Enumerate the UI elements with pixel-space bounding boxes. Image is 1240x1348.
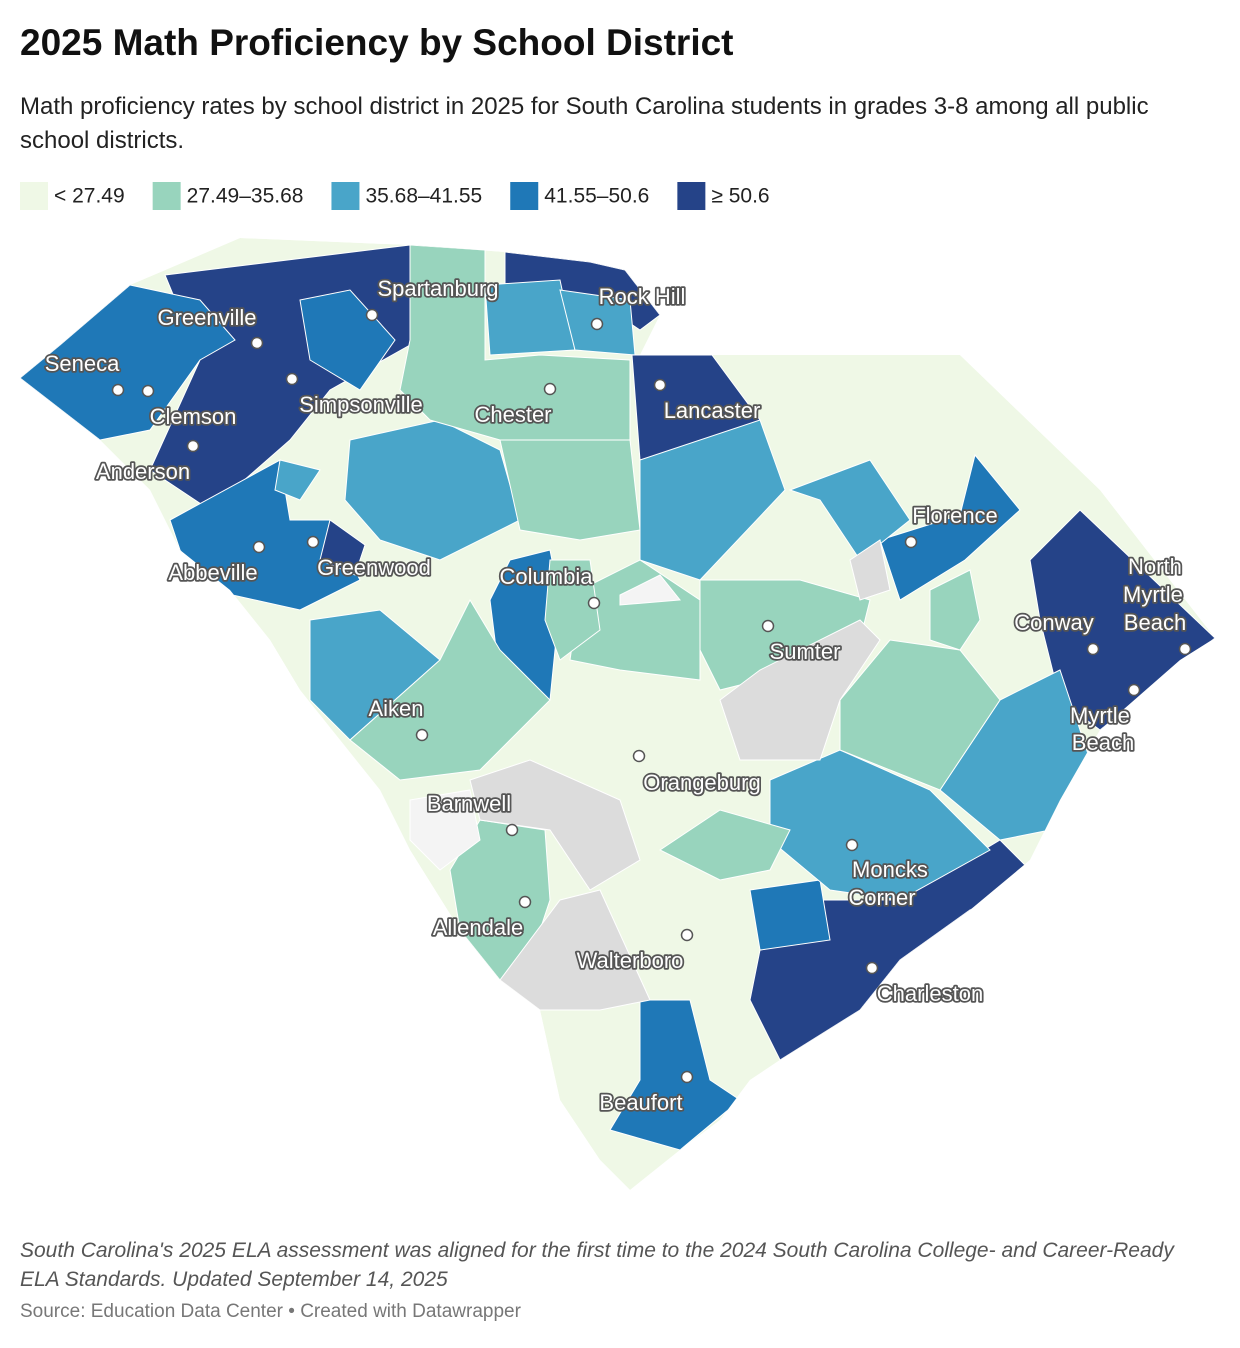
city-label-line: Myrtle bbox=[1123, 582, 1189, 607]
legend-swatch bbox=[510, 182, 539, 210]
district bbox=[749, 879, 831, 951]
district bbox=[719, 619, 881, 761]
city-label: Myrtle Beach bbox=[1070, 703, 1136, 755]
map: < 27.49 27.49–35.68 35.68–41.55 41.55–50.6 ≥… bbox=[20, 182, 1215, 1190]
city-dot bbox=[632, 749, 646, 763]
city-label: Sumter bbox=[770, 639, 841, 664]
city-label: Seneca bbox=[45, 351, 120, 376]
districts bbox=[20, 238, 1215, 1190]
legend-label: ≥ 50.6 bbox=[711, 185, 769, 208]
district bbox=[619, 574, 681, 606]
city-dot bbox=[252, 540, 266, 554]
city-label: Lancaster bbox=[664, 398, 761, 423]
city-label-line: North bbox=[1128, 554, 1188, 579]
city-dot bbox=[1127, 683, 1141, 697]
legend-label: 27.49–35.68 bbox=[187, 185, 304, 208]
district bbox=[849, 539, 891, 601]
district bbox=[349, 598, 551, 781]
footnote: South Carolina's 2025 ELA assessment was… bbox=[20, 1239, 1174, 1291]
city-label: Columbia bbox=[500, 564, 594, 589]
city-dot bbox=[865, 961, 879, 975]
legend-swatch bbox=[677, 182, 706, 210]
district bbox=[609, 999, 741, 1151]
city-label-line: Corner bbox=[848, 885, 915, 910]
city-label: Aiken bbox=[368, 696, 423, 721]
city-label: Beaufort bbox=[599, 1090, 682, 1115]
city-dot bbox=[1086, 642, 1100, 656]
city-label: Charleston bbox=[877, 981, 983, 1006]
district bbox=[499, 439, 641, 541]
city-label-line: Moncks bbox=[852, 857, 934, 882]
city-dot bbox=[587, 596, 601, 610]
state-base bbox=[20, 238, 1215, 1190]
cities: Spartanburg Rock Hill Greenville Seneca Clem… bbox=[43, 274, 1192, 1117]
city-dot bbox=[111, 383, 125, 397]
city-dot bbox=[518, 895, 532, 909]
city-dot bbox=[761, 619, 775, 633]
district bbox=[788, 459, 911, 561]
city-label: Greenwood bbox=[317, 555, 431, 580]
title: 2025 Math Proficiency by School District bbox=[20, 22, 734, 63]
city-label: Spartanburg bbox=[377, 276, 498, 301]
city-label: Allendale bbox=[433, 915, 524, 940]
city-dot bbox=[365, 308, 379, 322]
city-dot bbox=[186, 439, 200, 453]
district bbox=[469, 759, 641, 891]
source: Source: Education Data Center • Created … bbox=[20, 1301, 521, 1322]
city-label: Rock Hill bbox=[599, 284, 686, 309]
city-label: Walterboro bbox=[577, 948, 684, 973]
legend-label: 35.68–41.55 bbox=[365, 185, 482, 208]
district bbox=[499, 889, 651, 1011]
city-dot bbox=[680, 1070, 694, 1084]
city-label: Florence bbox=[912, 503, 998, 528]
city-label: Anderson bbox=[96, 459, 190, 484]
city-dot bbox=[250, 336, 264, 350]
district bbox=[274, 459, 321, 501]
legend-label: 41.55–50.6 bbox=[544, 185, 649, 208]
city-label: Moncks Corner bbox=[848, 857, 934, 910]
city-label-line: Beach bbox=[1124, 610, 1186, 635]
city-dot bbox=[1178, 642, 1192, 656]
city-label: Barnwell bbox=[427, 791, 511, 816]
city-dot bbox=[285, 372, 299, 386]
city-dot bbox=[141, 384, 155, 398]
city-dot bbox=[306, 535, 320, 549]
city-dot bbox=[680, 928, 694, 942]
city-label: Greenville bbox=[157, 305, 256, 330]
district bbox=[659, 809, 791, 881]
city-dot bbox=[415, 728, 429, 742]
city-dot bbox=[505, 823, 519, 837]
city-label: Abbeville bbox=[168, 560, 257, 585]
city-label: Conway bbox=[1014, 610, 1093, 635]
city-label-line: Beach bbox=[1072, 730, 1134, 755]
district bbox=[319, 519, 366, 576]
district bbox=[544, 559, 601, 661]
legend-swatch bbox=[152, 182, 181, 210]
city-dot bbox=[543, 382, 557, 396]
city-label: Chester bbox=[474, 402, 551, 427]
district bbox=[20, 284, 236, 441]
district bbox=[839, 639, 1001, 791]
city-label: Simpsonville bbox=[299, 392, 423, 417]
city-label: Clemson bbox=[150, 404, 237, 429]
district bbox=[639, 419, 786, 581]
city-dot bbox=[904, 535, 918, 549]
city-label-line: Myrtle bbox=[1070, 703, 1136, 728]
subtitle: Math proficiency rates by school distric… bbox=[20, 93, 1149, 154]
district bbox=[929, 569, 981, 651]
city-dot bbox=[590, 317, 604, 331]
city-dot bbox=[653, 378, 667, 392]
legend-label: < 27.49 bbox=[54, 185, 125, 208]
district bbox=[879, 453, 1021, 601]
city-label: North Myrtle Beach bbox=[1123, 554, 1189, 635]
city-label: Orangeburg bbox=[643, 770, 760, 795]
district bbox=[409, 789, 481, 871]
legend-swatch bbox=[331, 182, 360, 210]
legend-swatch bbox=[20, 182, 48, 210]
city-dot bbox=[845, 838, 859, 852]
legend: < 27.49 27.49–35.68 35.68–41.55 41.55–50.6 ≥… bbox=[20, 182, 770, 210]
